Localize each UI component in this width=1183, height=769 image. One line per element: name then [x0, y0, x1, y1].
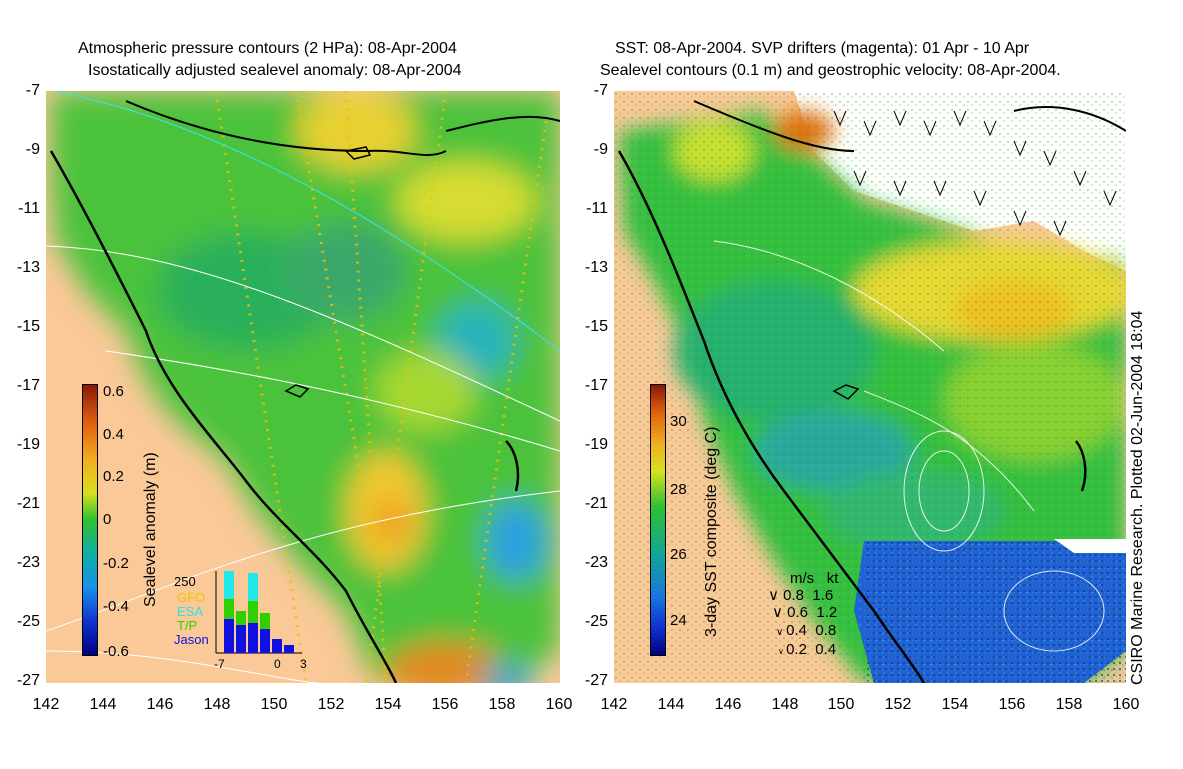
velocity-arrow-icon: ∨ — [772, 604, 788, 621]
x-tick: 160 — [1112, 696, 1140, 713]
y-tick: -13 — [584, 259, 608, 276]
velocity-arrow-icon: ∨ — [776, 627, 787, 638]
velocity-legend-row: ∨ 0.6 1.2 — [772, 603, 837, 621]
x-tick: 156 — [998, 696, 1026, 713]
y-tick: -13 — [16, 259, 40, 276]
colorbar-tick: -0.6 — [103, 643, 129, 660]
velocity-kt: 1.6 — [812, 587, 834, 604]
colorbar-tick: 0.2 — [103, 468, 124, 485]
x-tick: 146 — [714, 696, 742, 713]
y-tick: -11 — [18, 200, 40, 217]
x-tick: 150 — [827, 696, 855, 713]
velocity-arrow-icon: ∨ — [768, 587, 784, 604]
x-tick: 142 — [32, 696, 60, 713]
legend-jason: Jason — [174, 632, 209, 647]
x-tick: 150 — [260, 696, 288, 713]
y-tick: -15 — [584, 318, 608, 335]
velocity-ms: 0.2 — [786, 641, 807, 658]
plot-credit: CSIRO Marine Research. Plotted 02-Jun-20… — [1129, 310, 1146, 685]
legend-tp: T/P — [177, 618, 198, 633]
y-tick: -19 — [584, 436, 608, 453]
x-tick: 148 — [203, 696, 231, 713]
left-title-line2: Isostatically adjusted sealevel anomaly:… — [88, 62, 462, 79]
right-title-line2: Sealevel contours (0.1 m) and geostrophi… — [600, 62, 1061, 79]
legend-gfo: GFO — [177, 590, 206, 605]
sealevel-anomaly-map — [46, 91, 560, 683]
x-tick: 144 — [657, 696, 685, 713]
y-tick: -27 — [584, 672, 608, 689]
y-tick: -17 — [16, 377, 40, 394]
y-tick: -23 — [584, 554, 608, 571]
velocity-ms: 0.6 — [787, 604, 809, 621]
y-tick: -17 — [584, 377, 608, 394]
y-tick: -19 — [16, 436, 40, 453]
sst-colorbar-tick: 28 — [670, 481, 687, 498]
x-tick: 152 — [884, 696, 912, 713]
y-tick: -7 — [593, 82, 608, 99]
right-title-line1: SST: 08-Apr-2004. SVP drifters (magenta)… — [615, 40, 1030, 57]
x-tick: 156 — [431, 696, 459, 713]
velocity-legend-row: ∨ 0.4 0.8 — [776, 622, 836, 639]
velocity-ms: 0.8 — [783, 587, 805, 604]
sst-colorbar-tick: 30 — [670, 413, 687, 430]
velocity-arrow-icon: ∨ — [778, 647, 787, 656]
sst-colorbar-tick: 24 — [670, 612, 687, 629]
y-tick: -9 — [25, 141, 40, 158]
histogram-count-label: 250 — [174, 574, 196, 589]
velocity-legend-row: ∨ 0.2 0.4 — [778, 641, 836, 658]
y-tick: -27 — [16, 672, 40, 689]
velocity-unit-ms: m/s — [790, 570, 815, 587]
x-tick: 142 — [600, 696, 628, 713]
left-map: 250 GFO ESA T/P Jason -7 0 3 — [46, 91, 560, 683]
y-tick: -25 — [16, 613, 40, 630]
y-tick: -23 — [16, 554, 40, 571]
sst-colorbar — [650, 384, 666, 656]
sealevel-colorbar — [82, 384, 98, 656]
velocity-kt: 0.4 — [815, 641, 837, 658]
y-tick: -7 — [25, 82, 40, 99]
colorbar-tick: -0.4 — [103, 598, 129, 615]
y-tick: -21 — [16, 495, 40, 512]
x-tick: 158 — [1055, 696, 1083, 713]
x-tick: 158 — [488, 696, 516, 713]
x-tick: 152 — [317, 696, 345, 713]
colorbar-tick: 0.6 — [103, 383, 124, 400]
y-tick: -21 — [584, 495, 608, 512]
velocity-legend-row: ∨ 0.8 1.6 — [768, 586, 833, 604]
x-tick: 160 — [545, 696, 573, 713]
y-tick: -15 — [16, 318, 40, 335]
sst-map — [614, 91, 1126, 683]
altimeter-histogram-inset — [210, 561, 306, 661]
velocity-kt: 1.2 — [816, 604, 838, 621]
sst-colorbar-label: 3-day SST composite (deg C) — [703, 426, 720, 637]
velocity-ms: 0.4 — [786, 622, 807, 639]
x-tick: 146 — [146, 696, 174, 713]
y-tick: -9 — [593, 141, 608, 158]
velocity-unit-kt: kt — [826, 570, 839, 587]
y-tick: -25 — [584, 613, 608, 630]
histogram-x-tick: 3 — [300, 657, 307, 671]
sealevel-colorbar-label: Sealevel anomaly (m) — [142, 452, 159, 607]
x-tick: 148 — [771, 696, 799, 713]
right-map — [614, 91, 1126, 683]
legend-esa: ESA — [177, 604, 204, 619]
velocity-legend-header: m/s kt — [790, 570, 838, 587]
colorbar-tick: 0.4 — [103, 426, 124, 443]
left-title-line1: Atmospheric pressure contours (2 HPa): 0… — [78, 40, 457, 57]
sst-colorbar-tick: 26 — [670, 546, 687, 563]
colorbar-tick: 0 — [103, 511, 112, 528]
velocity-kt: 0.8 — [815, 622, 837, 639]
y-tick: -11 — [586, 200, 608, 217]
x-tick: 154 — [941, 696, 969, 713]
colorbar-tick: -0.2 — [103, 555, 129, 572]
x-tick: 144 — [89, 696, 117, 713]
x-tick: 154 — [374, 696, 402, 713]
histogram-x-tick: 0 — [274, 657, 281, 671]
histogram-x-tick: -7 — [214, 657, 225, 671]
